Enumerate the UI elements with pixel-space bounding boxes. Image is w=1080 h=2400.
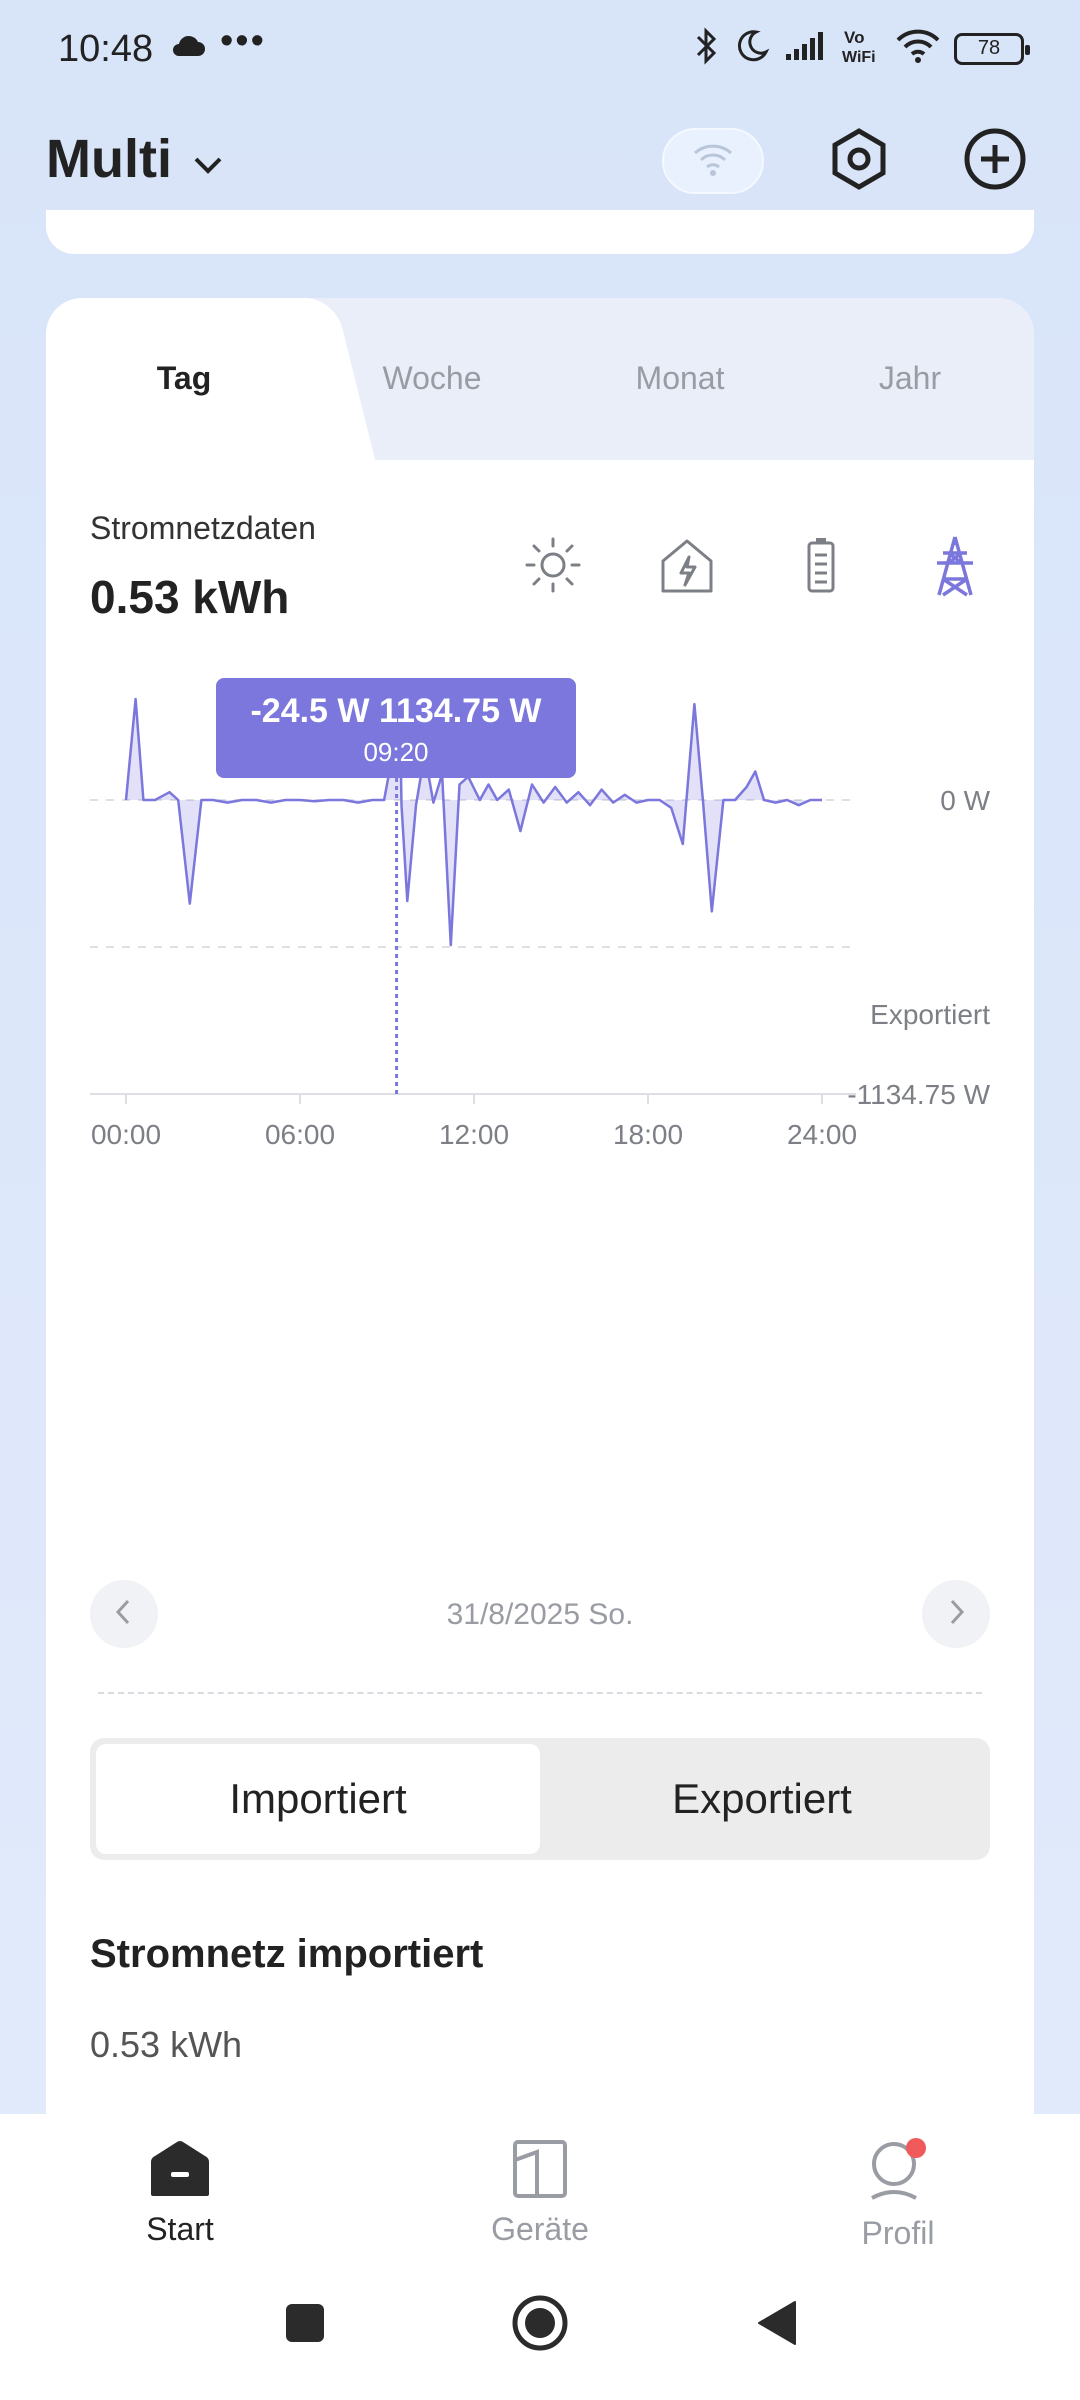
devices-icon [507,2140,573,2202]
status-time: 10:48 [58,28,154,70]
tab-year[interactable]: Jahr [878,360,942,396]
previous-date-button[interactable] [90,1580,158,1648]
tab-month[interactable]: Monat [635,360,725,396]
battery-icon [791,535,851,600]
x-tick-label: 00:00 [91,1119,161,1150]
settings-button[interactable] [826,127,892,196]
x-tick-label: 06:00 [265,1119,335,1150]
triangle-back-icon [755,2298,799,2353]
x-tick-label: 12:00 [439,1119,509,1150]
wifi-status-button[interactable] [662,128,764,194]
summary-title: Stromnetz importiert [90,1932,484,1976]
add-button[interactable] [962,128,1028,194]
nav-devices-label: Geräte [491,2211,589,2247]
home-consumption-button[interactable] [654,534,720,600]
circle-home-icon [511,2294,569,2357]
bluetooth-icon [694,27,720,70]
section-label: Stromnetzdaten [90,510,316,546]
profile-icon [858,2138,938,2206]
plus-circle-icon [963,127,1027,196]
cloud-icon [170,32,206,63]
y-label-min: -1134.75 W [847,1079,990,1110]
back-system-button[interactable] [752,2300,802,2350]
chevron-down-icon [190,128,226,190]
home-icon [147,2141,213,2202]
moon-icon [734,28,770,69]
bottom-navigation: Start Geräte Profil [0,2114,1080,2400]
grid-chart[interactable]: 00:0006:0012:0018:0024:00Importiert1134.… [46,419,1034,1438]
grid-button[interactable] [922,534,988,600]
app-header: Multi [0,110,1080,220]
wifi-icon [691,141,735,182]
battery-button[interactable] [788,534,854,600]
site-selector[interactable]: Multi [46,128,226,190]
house-lightning-icon [657,535,717,600]
vowifi-icon: Vo WiFi [842,26,882,71]
tab-week[interactable]: Woche [382,360,482,396]
solar-button[interactable] [520,534,586,600]
notification-dot [906,2138,926,2158]
current-date: 31/8/2025 So. [446,1598,634,1631]
divider [98,1692,982,1694]
export-toggle-button[interactable]: Exportiert [672,1775,852,1822]
x-tick-label: 18:00 [613,1119,683,1150]
chevron-right-icon [944,1597,968,1632]
status-bar: 10:48 ••• Vo WiFi 78 [0,0,1080,100]
summary-value: 0.53 kWh [90,2024,243,2065]
section-value: 0.53 kWh [90,571,290,623]
date-navigator: 31/8/2025 So. [90,1580,990,1650]
hexagon-settings-icon [829,127,889,196]
power-tower-icon [925,533,985,602]
nav-profile-label: Profil [861,2215,935,2251]
wifi-icon [896,28,940,69]
nav-start-label: Start [146,2211,214,2247]
tooltip-values: -24.5 W 1134.75 W [250,692,542,730]
nav-profile[interactable]: Profil [788,2138,1008,2252]
import-toggle-button[interactable]: Importiert [96,1744,540,1854]
chart-tooltip: -24.5 W 1134.75 W 09:20 [216,678,576,778]
sun-icon [523,535,583,600]
chart-svg: 00:0006:0012:0018:0024:00Importiert1134.… [90,419,991,1150]
series-line [124,504,822,947]
import-export-toggle: Importiert Exportiert [90,1738,990,1860]
square-icon [284,2302,326,2349]
svg-text:Vo: Vo [844,28,864,47]
y-caption-exported: Exportiert [870,999,990,1030]
tab-day[interactable]: Tag [156,360,212,396]
battery-status-icon: 78 [954,32,1030,65]
signal-icon [784,30,828,67]
nav-start[interactable]: Start [70,2138,290,2248]
site-title: Multi [46,129,172,189]
svg-text:WiFi: WiFi [842,49,876,66]
nav-devices[interactable]: Geräte [430,2138,650,2248]
tooltip-time: 09:20 [363,737,429,767]
statistics-card: Tag Woche Monat Jahr Stromnetzdaten 0.53… [46,298,1034,2118]
y-label-zero: 0 W [940,785,990,816]
home-system-button[interactable] [508,2295,572,2350]
more-notifications-icon: ••• [220,20,266,62]
previous-card-edge [46,210,1034,254]
x-tick-label: 24:00 [787,1119,857,1150]
chevron-left-icon [112,1597,136,1632]
next-date-button[interactable] [922,1580,990,1648]
active-tab-background [46,298,316,468]
recent-apps-button[interactable] [280,2300,330,2350]
